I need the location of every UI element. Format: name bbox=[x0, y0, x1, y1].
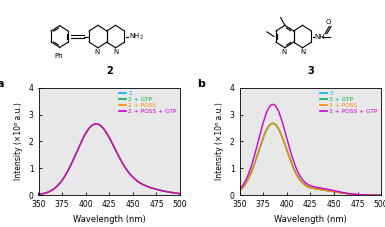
Text: N: N bbox=[301, 49, 306, 54]
Y-axis label: Intensity (×10⁶ a.u.): Intensity (×10⁶ a.u.) bbox=[215, 102, 224, 180]
Text: O: O bbox=[326, 19, 331, 25]
Text: a: a bbox=[0, 79, 3, 89]
X-axis label: Wavelength (nm): Wavelength (nm) bbox=[274, 215, 347, 224]
Y-axis label: Intensity (×10⁶ a.u.): Intensity (×10⁶ a.u.) bbox=[14, 102, 23, 180]
Text: b: b bbox=[197, 79, 205, 89]
Text: 3: 3 bbox=[307, 66, 314, 76]
Text: 2: 2 bbox=[106, 66, 113, 76]
Text: NH: NH bbox=[315, 34, 325, 39]
Legend: 2, 2 + GTP, 2 + POSS, 2 + POSS + GTP: 2, 2 + GTP, 2 + POSS, 2 + POSS + GTP bbox=[119, 91, 177, 115]
X-axis label: Wavelength (nm): Wavelength (nm) bbox=[73, 215, 146, 224]
Text: NH$_2$: NH$_2$ bbox=[129, 32, 144, 42]
Text: N: N bbox=[95, 49, 100, 54]
Text: Ph: Ph bbox=[55, 53, 64, 59]
Text: N: N bbox=[281, 49, 287, 54]
Text: N: N bbox=[114, 49, 119, 54]
Legend: 3, 3 + GTP, 3 + POSS, 3 + POSS + GTP: 3, 3 + GTP, 3 + POSS, 3 + POSS + GTP bbox=[320, 91, 378, 115]
